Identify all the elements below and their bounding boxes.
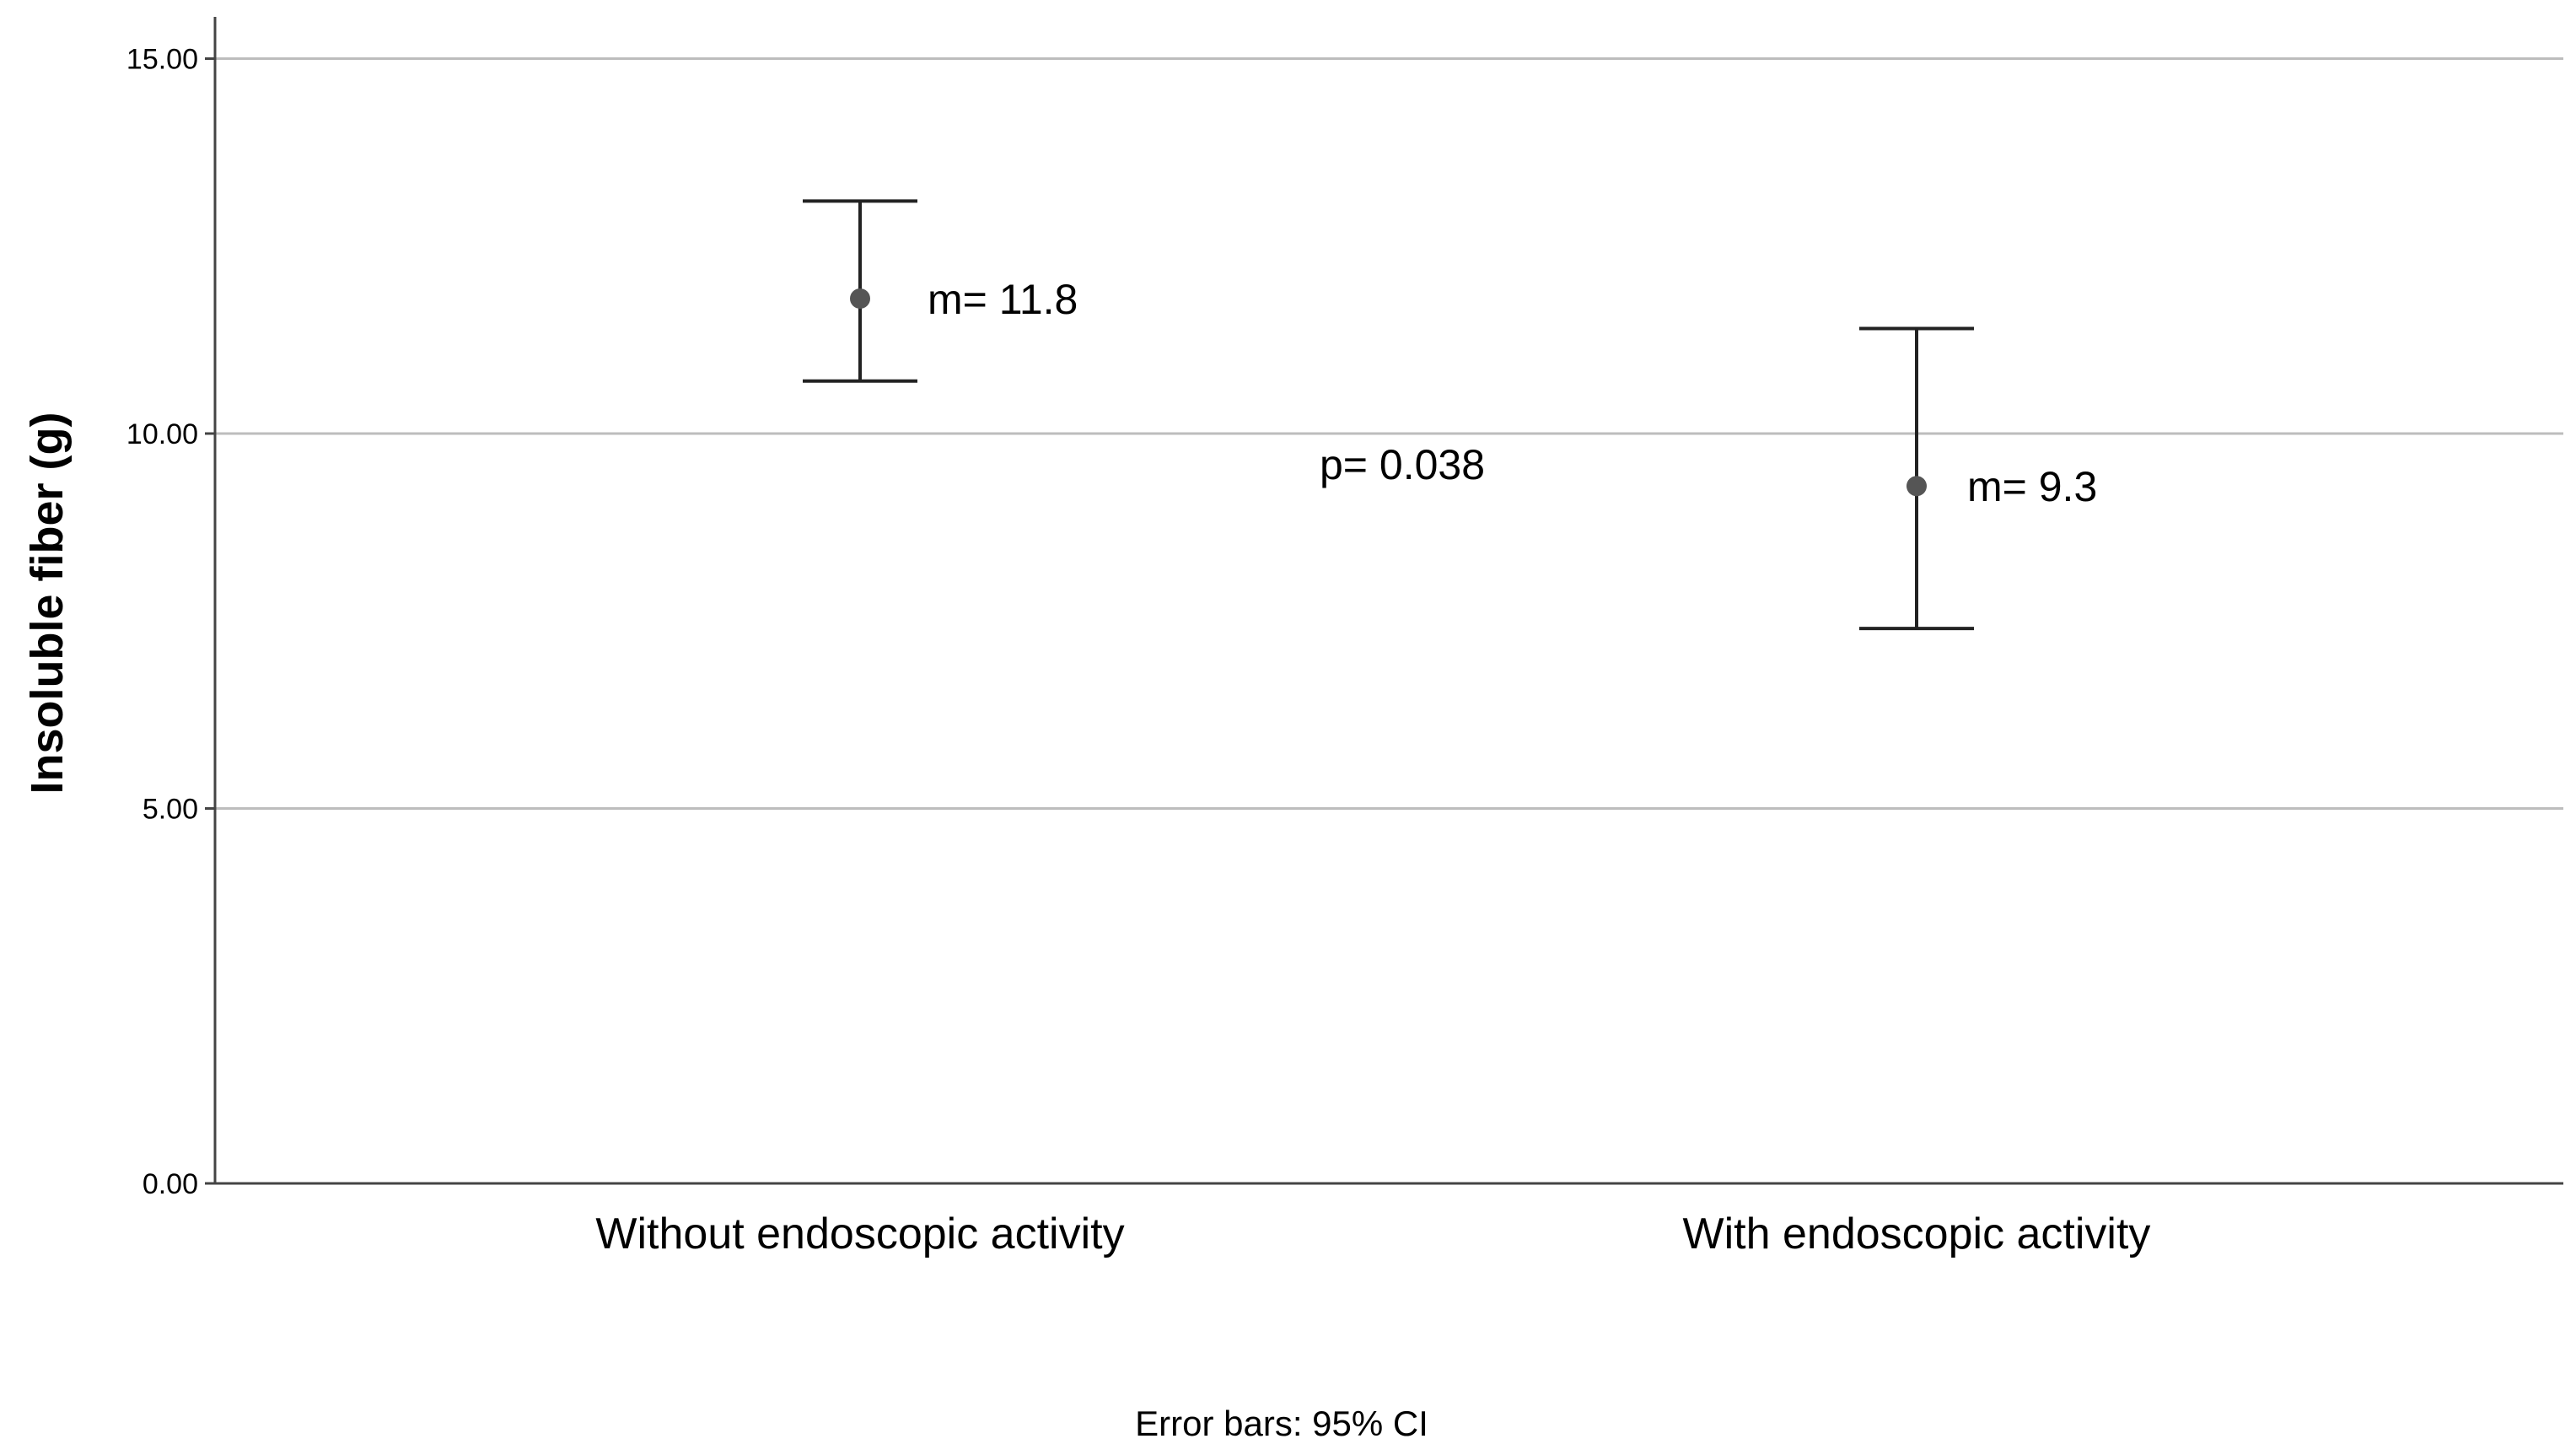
mean-marker xyxy=(850,288,870,309)
y-tick-label: 0.00 xyxy=(143,1168,198,1200)
y-tick-label: 10.00 xyxy=(126,418,198,450)
footnote: Error bars: 95% CI xyxy=(1135,1404,1428,1443)
gridlines xyxy=(215,57,2563,810)
axes xyxy=(213,17,2563,1185)
y-axis-label: Insoluble fiber (g) xyxy=(22,412,73,795)
mean-label: m= 9.3 xyxy=(1967,463,2097,510)
x-category-label: With endoscopic activity xyxy=(1683,1210,2151,1258)
mean-marker xyxy=(1906,476,1927,497)
error-bar-marks: m= 11.8 m= 9.3 xyxy=(803,199,2097,631)
x-category-labels: Without endoscopic activity With endoscop… xyxy=(595,1210,2150,1258)
y-tick-label: 15.00 xyxy=(126,44,198,76)
p-value-annotation: p= 0.038 xyxy=(1320,441,1485,488)
y-tick-label: 5.00 xyxy=(143,794,198,826)
x-category-label: Without endoscopic activity xyxy=(595,1210,1124,1258)
mean-label: m= 11.8 xyxy=(928,276,1078,323)
y-tick-labels: 0.00 5.00 10.00 15.00 xyxy=(126,44,215,1200)
